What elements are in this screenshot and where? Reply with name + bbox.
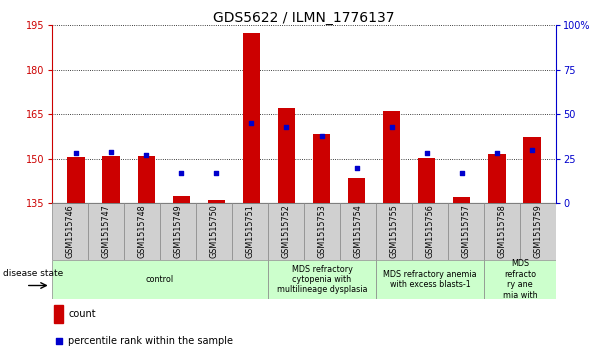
- Bar: [448, 203, 484, 260]
- Point: [247, 121, 257, 126]
- Text: GSM1515755: GSM1515755: [390, 204, 399, 258]
- Text: GSM1515758: GSM1515758: [498, 204, 506, 258]
- Point: [176, 170, 186, 176]
- Bar: [137, 156, 155, 203]
- Text: count: count: [68, 309, 95, 319]
- Bar: [160, 203, 196, 260]
- Point: [492, 151, 502, 156]
- Bar: [268, 203, 304, 260]
- Bar: [412, 203, 448, 260]
- Point: [54, 338, 64, 343]
- Text: GSM1515746: GSM1515746: [65, 205, 74, 258]
- Bar: [484, 203, 520, 260]
- Text: GSM1515753: GSM1515753: [317, 204, 326, 258]
- Text: GSM1515754: GSM1515754: [354, 204, 362, 258]
- Point: [422, 151, 432, 156]
- Bar: [103, 156, 120, 203]
- Bar: [340, 203, 376, 260]
- Point: [106, 149, 116, 155]
- Point: [71, 151, 81, 156]
- Point: [527, 147, 537, 153]
- Bar: [232, 203, 268, 260]
- Text: MDS refractory anemia
with excess blasts-1: MDS refractory anemia with excess blasts…: [384, 270, 477, 289]
- Text: GSM1515751: GSM1515751: [246, 204, 254, 258]
- Point: [212, 170, 221, 176]
- Text: control: control: [146, 275, 174, 284]
- Bar: [520, 203, 556, 260]
- Text: GSM1515752: GSM1515752: [282, 204, 291, 258]
- Text: GSM1515749: GSM1515749: [173, 204, 182, 258]
- Bar: [488, 154, 505, 203]
- Text: disease state: disease state: [2, 269, 63, 278]
- Bar: [54, 305, 63, 323]
- Text: GSM1515756: GSM1515756: [426, 204, 435, 258]
- Text: percentile rank within the sample: percentile rank within the sample: [68, 335, 233, 346]
- Text: MDS
refracto
ry ane
mia with: MDS refracto ry ane mia with: [503, 260, 537, 299]
- Text: GSM1515757: GSM1515757: [461, 204, 471, 258]
- Point: [387, 124, 396, 130]
- Bar: [304, 203, 340, 260]
- Bar: [418, 158, 435, 203]
- Text: GSM1515747: GSM1515747: [102, 204, 110, 258]
- Text: GDS5622 / ILMN_1776137: GDS5622 / ILMN_1776137: [213, 11, 395, 25]
- Bar: [268, 260, 376, 299]
- Bar: [243, 33, 260, 203]
- Bar: [383, 111, 401, 203]
- Bar: [484, 260, 556, 299]
- Bar: [196, 203, 232, 260]
- Bar: [376, 260, 484, 299]
- Bar: [124, 203, 160, 260]
- Bar: [88, 203, 124, 260]
- Bar: [67, 157, 85, 203]
- Point: [142, 152, 151, 158]
- Bar: [173, 196, 190, 203]
- Point: [351, 165, 361, 171]
- Text: GSM1515750: GSM1515750: [209, 204, 218, 258]
- Bar: [376, 203, 412, 260]
- Point: [457, 170, 466, 176]
- Bar: [313, 134, 330, 203]
- Bar: [52, 203, 88, 260]
- Bar: [348, 178, 365, 203]
- Text: MDS refractory
cytopenia with
multilineage dysplasia: MDS refractory cytopenia with multilinea…: [277, 265, 367, 294]
- Bar: [207, 200, 225, 203]
- Text: GSM1515748: GSM1515748: [137, 205, 147, 258]
- Point: [317, 133, 326, 139]
- Bar: [523, 136, 541, 203]
- Bar: [453, 197, 471, 203]
- Bar: [52, 260, 268, 299]
- Point: [282, 124, 291, 130]
- Text: GSM1515759: GSM1515759: [534, 204, 543, 258]
- Bar: [278, 109, 295, 203]
